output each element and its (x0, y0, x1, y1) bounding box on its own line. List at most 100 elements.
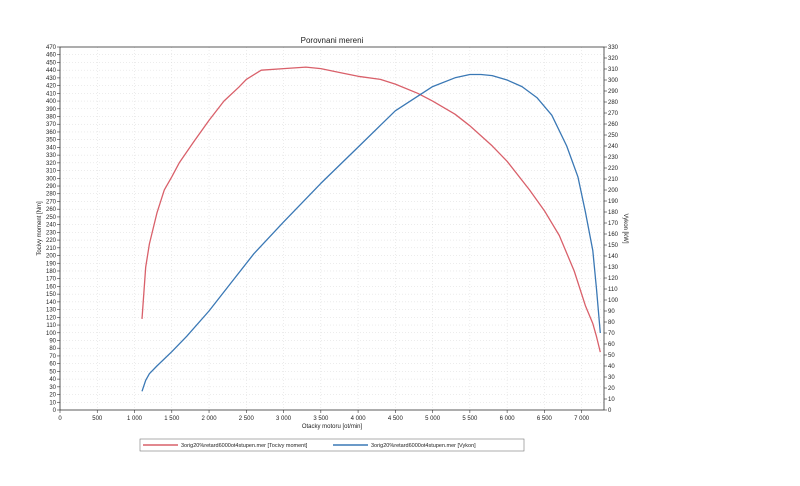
right-tick-label: 300 (608, 78, 619, 84)
right-tick-label: 160 (608, 232, 619, 238)
left-tick-label: 260 (46, 207, 57, 213)
left-tick-label: 400 (46, 99, 57, 105)
series-lines (141, 66, 601, 392)
left-axis-label: Tocivy moment [Nm] (37, 201, 43, 256)
left-tick-label: 100 (46, 331, 57, 337)
right-tick-label: 250 (608, 133, 619, 139)
grid-lines (60, 47, 604, 410)
left-tick-label: 180 (46, 269, 57, 275)
x-tick-label: 0 (58, 416, 62, 422)
right-tick-label: 330 (608, 45, 619, 51)
x-tick-label: 6 500 (537, 416, 553, 422)
right-tick-label: 270 (608, 111, 619, 117)
x-tick-label: 3 000 (276, 416, 292, 422)
left-tick-label: 450 (46, 60, 57, 66)
left-tick-label: 380 (46, 115, 57, 121)
legend-entry-torque: 3orig20%retard6000ot4stupen.mer [Tocivy … (181, 443, 308, 449)
right-tick-label: 280 (608, 100, 619, 106)
right-tick-label: 200 (608, 188, 619, 194)
left-tick-label: 460 (46, 53, 57, 59)
right-tick-label: 150 (608, 243, 619, 249)
x-tick-label: 5 500 (462, 416, 478, 422)
left-tick-label: 230 (46, 230, 57, 236)
right-tick-label: 320 (608, 56, 619, 62)
right-tick-label: 0 (608, 408, 612, 414)
left-tick-label: 140 (46, 300, 57, 306)
x-axis-ticks: 0 500 1 000 1 500 2 000 2 500 3 000 3 500 4 000 4… (58, 410, 590, 422)
legend-box (139, 438, 525, 452)
x-tick-label: 2 500 (239, 416, 255, 422)
legend: 3orig20%retard6000ot4stupen.mer [Tocivy … (139, 438, 525, 452)
x-tick-label: 6 000 (500, 416, 516, 422)
left-tick-label: 70 (49, 354, 56, 360)
right-axis-ticks: 0 10 20 30 40 50 60 70 80 90 100 110 120 130 140 150 160… (604, 45, 619, 414)
left-tick-label: 20 (49, 393, 56, 399)
plot-frame (59, 46, 605, 411)
x-tick-label: 4 500 (388, 416, 404, 422)
right-tick-label: 10 (608, 397, 615, 403)
x-tick-label: 4 000 (351, 416, 367, 422)
left-tick-label: 210 (46, 246, 57, 252)
x-tick-label: 7 000 (574, 416, 590, 422)
right-tick-label: 60 (608, 342, 615, 348)
x-axis-label: Otacky motoru [ot/min] (302, 424, 363, 430)
left-tick-label: 320 (46, 161, 57, 167)
left-tick-label: 360 (46, 130, 57, 136)
x-tick-label: 1 000 (127, 416, 143, 422)
left-tick-label: 270 (46, 199, 57, 205)
right-tick-label: 120 (608, 276, 619, 282)
right-tick-label: 140 (608, 254, 619, 260)
left-tick-label: 250 (46, 215, 57, 221)
left-tick-label: 0 (53, 408, 57, 414)
right-tick-label: 20 (608, 386, 615, 392)
left-tick-label: 170 (46, 277, 57, 283)
right-tick-label: 30 (608, 375, 615, 381)
left-tick-label: 110 (46, 323, 56, 329)
chart-title: Porovnani mereni (301, 36, 364, 45)
right-tick-label: 290 (608, 89, 619, 95)
x-tick-label: 2 000 (202, 416, 218, 422)
left-tick-label: 470 (46, 45, 57, 51)
right-tick-label: 100 (608, 298, 619, 304)
left-tick-label: 440 (46, 68, 57, 74)
left-tick-label: 430 (46, 76, 57, 82)
right-tick-label: 220 (608, 166, 619, 172)
right-tick-label: 40 (608, 364, 615, 370)
right-tick-label: 70 (608, 331, 615, 337)
left-tick-label: 50 (49, 369, 56, 375)
left-tick-label: 30 (49, 385, 56, 391)
left-tick-label: 60 (49, 362, 56, 368)
left-axis-ticks: 0102030405060708090100110120130140150160… (46, 45, 60, 414)
right-axis-label: Vykon [kW] (622, 213, 628, 243)
right-tick-label: 310 (608, 67, 619, 73)
left-tick-label: 390 (46, 107, 57, 113)
right-tick-label: 130 (608, 265, 619, 271)
right-tick-label: 90 (608, 309, 615, 315)
right-tick-label: 50 (608, 353, 615, 359)
right-tick-label: 190 (608, 199, 619, 205)
right-tick-label: 240 (608, 144, 619, 150)
x-tick-label: 1 500 (164, 416, 180, 422)
x-tick-label: 3 500 (313, 416, 329, 422)
left-tick-label: 370 (46, 122, 57, 128)
left-tick-label: 120 (46, 315, 57, 321)
left-tick-label: 90 (49, 338, 56, 344)
left-tick-label: 160 (46, 284, 57, 290)
left-tick-label: 190 (46, 261, 57, 267)
left-tick-label: 350 (46, 138, 57, 144)
left-tick-label: 80 (49, 346, 56, 352)
left-tick-label: 280 (46, 192, 57, 198)
right-tick-label: 260 (608, 122, 619, 128)
left-tick-label: 290 (46, 184, 57, 190)
right-tick-label: 110 (608, 287, 618, 293)
torque-line (141, 66, 601, 353)
right-tick-label: 170 (608, 221, 619, 227)
left-tick-label: 10 (49, 400, 56, 406)
left-tick-label: 150 (46, 292, 57, 298)
legend-entry-power: 3orig20%retard6000ot4stupen.mer [Vykon] (371, 443, 476, 449)
x-tick-label: 500 (92, 416, 103, 422)
left-tick-label: 220 (46, 238, 57, 244)
right-tick-label: 80 (608, 320, 615, 326)
left-tick-label: 40 (49, 377, 56, 383)
